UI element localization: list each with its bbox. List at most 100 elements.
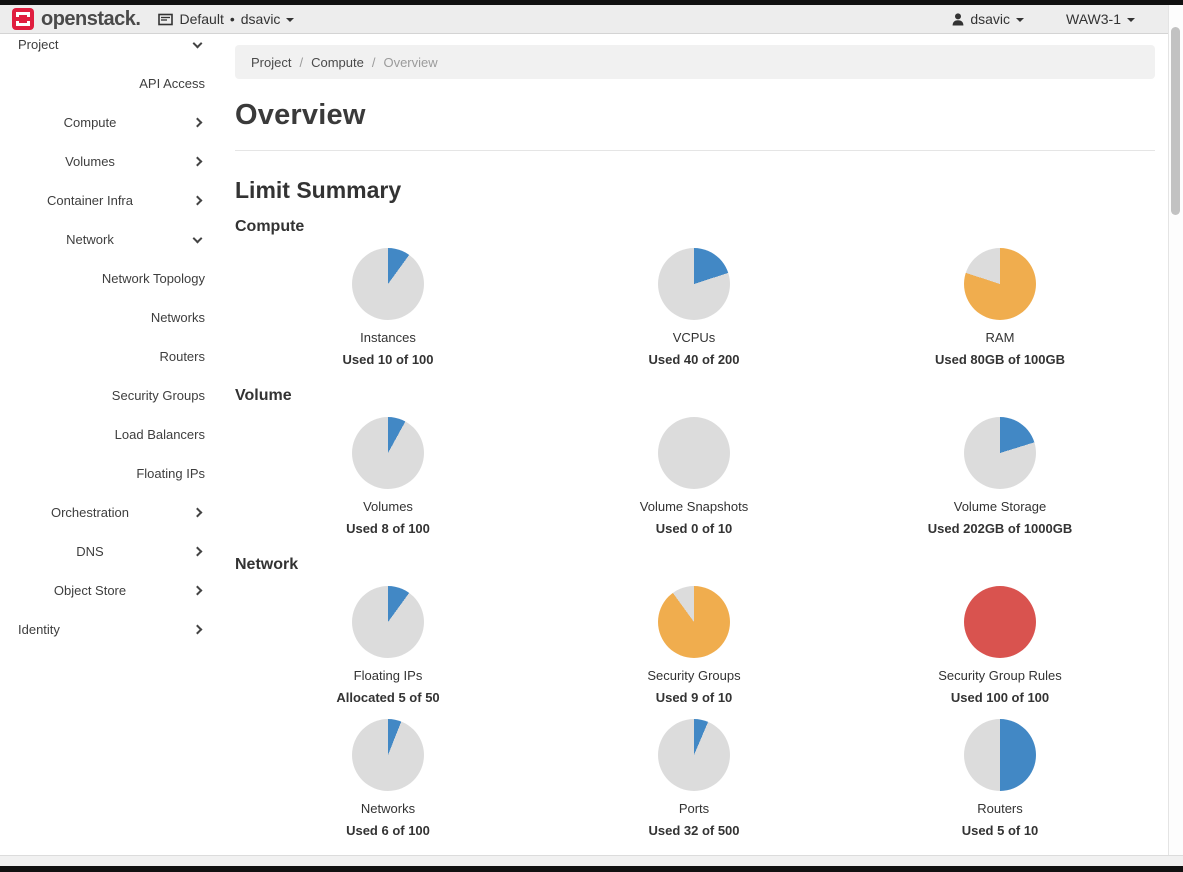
volume-chart-row: Volumes Used 8 of 100 Volume Snapshots U… [235,417,1155,536]
chart-label: Instances [360,330,416,345]
instances-pie-chart [352,248,424,320]
chevron-right-icon [192,195,203,206]
domain-project-switcher[interactable]: Default • dsavic [158,11,295,27]
breadcrumb-project[interactable]: Project [251,54,292,70]
caret-down-icon [1127,17,1135,22]
sidebar-item-label: Network Topology [101,271,205,286]
chevron-right-icon [192,585,203,596]
section-heading-compute: Compute [235,218,305,235]
sidebar-item-routers[interactable]: Routers [0,337,222,376]
sidebar-item-label: Security Groups [111,388,205,403]
limit-cell-instances: Instances Used 10 of 100 [235,248,541,367]
chart-label: Security Group Rules [938,668,1062,683]
window-bottom-edge [0,855,1183,866]
sidebar-item-label: Networks [150,310,205,325]
sidebar-item-identity[interactable]: Identity [0,610,222,649]
caret-down-icon [1016,17,1025,22]
chart-usage: Used 100 of 100 [950,690,1050,705]
sidebar-item-label: Volumes [65,154,115,169]
sidebar-item-container-infra[interactable]: Container Infra [0,181,222,220]
sidebar-item-security-groups[interactable]: Security Groups [0,376,222,415]
volume-storage-pie-chart [964,417,1036,489]
security-groups-pie-chart [658,586,730,658]
volume-snapshots-pie-chart [658,417,730,489]
chevron-right-icon [192,156,203,167]
network-chart-row-1: Floating IPs Allocated 5 of 50 Security … [235,586,1155,705]
chevron-down-icon [192,38,203,48]
chevron-right-icon [192,117,203,128]
sidebar-item-label: Identity [18,622,60,637]
openstack-logo[interactable]: openstack. [12,7,141,31]
limit-summary-heading: Limit Summary [235,177,402,203]
user-menu[interactable]: dsavic [952,11,1025,27]
window-top-strip [0,0,1183,5]
domain-icon [158,13,174,25]
page-title: Overview [235,99,366,131]
sidebar-item-volumes[interactable]: Volumes [0,142,222,181]
navbar-right-group: dsavic WAW3-1 [952,11,1135,27]
chevron-right-icon [192,546,203,557]
limit-cell-routers: Routers Used 5 of 10 [847,719,1153,838]
chart-usage: Used 8 of 100 [346,521,430,536]
sidebar-item-label: Routers [159,349,205,364]
caret-down-icon [286,17,295,22]
volumes-pie-chart [352,417,424,489]
ram-pie-chart [964,248,1036,320]
chart-label: RAM [985,330,1015,345]
sidebar-item-networks[interactable]: Networks [0,298,222,337]
sidebar-item-compute[interactable]: Compute [0,103,222,142]
sidebar-item-label: API Access [139,76,205,91]
sidebar-item-load-balancers[interactable]: Load Balancers [0,415,222,454]
limit-cell-security-groups: Security Groups Used 9 of 10 [541,586,847,705]
chart-usage: Used 40 of 200 [648,352,740,367]
scrollbar-thumb[interactable] [1171,27,1180,215]
window-bottom-strip [0,866,1183,872]
sidebar-item-orchestration[interactable]: Orchestration [0,493,222,532]
limit-cell-volume-storage: Volume Storage Used 202GB of 1000GB [847,417,1153,536]
limit-cell-volumes: Volumes Used 8 of 100 [235,417,541,536]
limit-cell-ram: RAM Used 80GB of 100GB [847,248,1153,367]
sidebar-item-floating-ips[interactable]: Floating IPs [0,454,222,493]
routers-pie-chart [964,719,1036,791]
breadcrumb: Project / Compute / Overview [235,45,1155,79]
context-separator: • [229,11,235,27]
sidebar-item-dns[interactable]: DNS [0,532,222,571]
section-heading-volume: Volume [235,387,292,404]
networks-pie-chart [352,719,424,791]
chart-usage: Used 80GB of 100GB [934,352,1066,367]
sidebar-nav: Project API Access Compute Volumes Conta… [0,25,222,649]
user-icon [952,12,964,25]
limit-cell-vcpus: VCPUs Used 40 of 200 [541,248,847,367]
sidebar-item-object-store[interactable]: Object Store [0,571,222,610]
openstack-logo-icon [12,8,34,30]
limit-cell-security-group-rules: Security Group Rules Used 100 of 100 [847,586,1153,705]
chevron-right-icon [192,624,203,635]
sidebar-item-network-topology[interactable]: Network Topology [0,259,222,298]
chart-label: Security Groups [647,668,741,683]
chart-usage: Used 5 of 10 [961,823,1039,838]
compute-chart-row: Instances Used 10 of 100 VCPUs Used 40 o… [235,248,1155,367]
limit-cell-volume-snapshots: Volume Snapshots Used 0 of 10 [541,417,847,536]
chart-usage: Used 202GB of 1000GB [927,521,1073,536]
vertical-scrollbar[interactable] [1168,5,1183,855]
chart-usage: Allocated 5 of 50 [336,690,440,705]
main-content: Project / Compute / Overview Overview Li… [235,33,1155,838]
region-menu[interactable]: WAW3-1 [1066,11,1135,27]
breadcrumb-separator: / [371,54,376,70]
sidebar-item-label: Floating IPs [136,466,205,481]
user-menu-label: dsavic [970,11,1011,27]
breadcrumb-current: Overview [383,54,438,70]
limit-cell-networks: Networks Used 6 of 100 [235,719,541,838]
sidebar-item-project[interactable]: Project [0,25,222,64]
sidebar-item-label: Load Balancers [114,427,205,442]
sidebar-item-network[interactable]: Network [0,220,222,259]
chart-usage: Used 6 of 100 [346,823,430,838]
breadcrumb-separator: / [299,54,304,70]
sidebar-item-label: DNS [76,544,104,559]
brand-wordmark: openstack. [41,7,141,30]
chart-usage: Used 0 of 10 [655,521,733,536]
title-divider [235,150,1155,151]
breadcrumb-compute[interactable]: Compute [311,54,364,70]
sidebar-item-api-access[interactable]: API Access [0,64,222,103]
chart-label: Volumes [363,499,413,514]
